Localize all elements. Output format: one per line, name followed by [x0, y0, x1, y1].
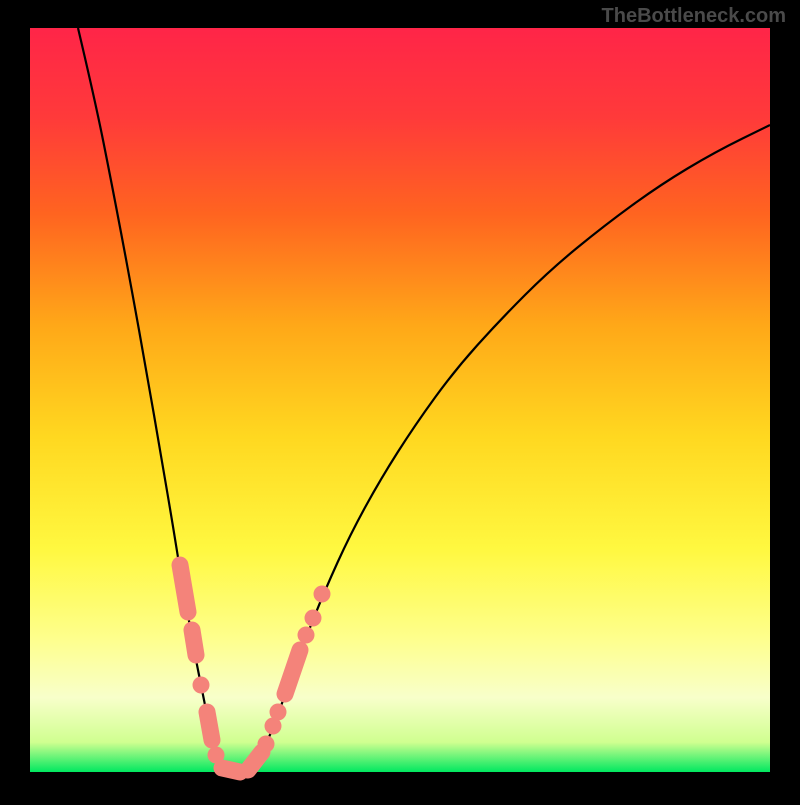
plot-background	[30, 28, 770, 772]
watermark-text: TheBottleneck.com	[602, 5, 786, 28]
bottleneck-chart	[0, 0, 800, 800]
chart-svg	[0, 0, 800, 800]
